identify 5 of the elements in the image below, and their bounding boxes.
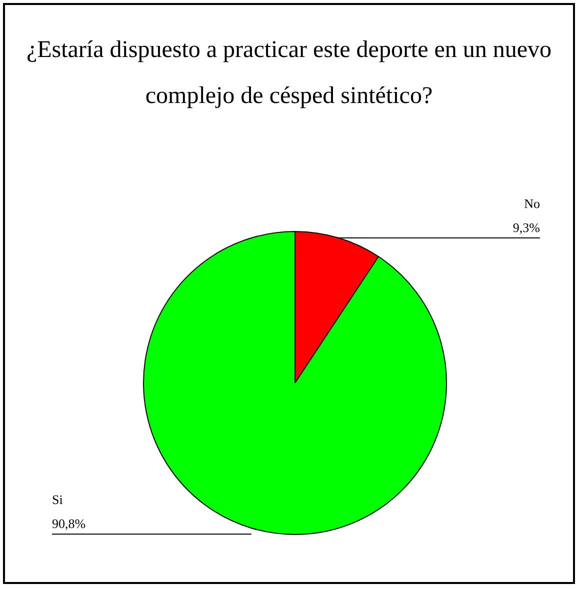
chart-title: ¿Estaría dispuesto a practicar este deporte en un nuevo complejo de césped sintético?: [25, 36, 553, 111]
slice-label: No: [524, 196, 540, 211]
slice-label: Si: [52, 492, 64, 508]
data-label: 9,3%: [512, 220, 540, 235]
data-label: 90,8%: [52, 516, 86, 532]
